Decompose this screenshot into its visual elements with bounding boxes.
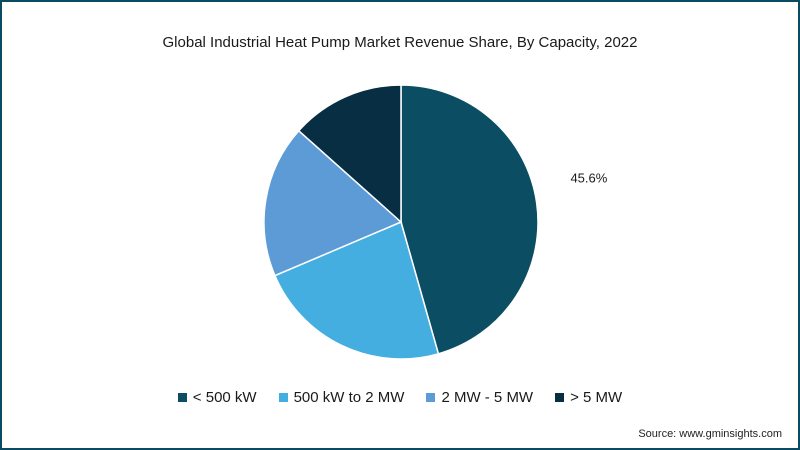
legend-label: > 5 MW <box>570 389 623 406</box>
legend-swatch <box>177 393 187 402</box>
legend-item-2: 2 MW - 5 MW <box>426 389 533 406</box>
source-note: Source: www.gminsights.com <box>638 428 782 440</box>
pie-slice-0 <box>400 84 539 355</box>
legend-swatch <box>426 393 436 402</box>
legend-item-1: 500 kW to 2 MW <box>278 389 405 406</box>
legend-item-3: > 5 MW <box>555 389 622 406</box>
legend-label: 500 kW to 2 MW <box>293 389 405 406</box>
pie-slice-2 <box>263 129 403 277</box>
chart-title: Global Industrial Heat Pump Market Reven… <box>162 34 638 51</box>
legend-label: < 500 kW <box>192 389 257 406</box>
legend-swatch <box>555 393 565 402</box>
pie-slice-3 <box>297 84 402 224</box>
legend-swatch <box>278 393 288 402</box>
legend-label: 2 MW - 5 MW <box>441 389 534 406</box>
data-label-0: 45.6% <box>570 171 607 186</box>
pie-slice-1 <box>273 220 440 360</box>
legend-item-0: < 500 kW <box>177 389 257 406</box>
chart-legend: < 500 kW 500 kW to 2 MW 2 MW - 5 MW > 5 MW <box>0 389 800 406</box>
